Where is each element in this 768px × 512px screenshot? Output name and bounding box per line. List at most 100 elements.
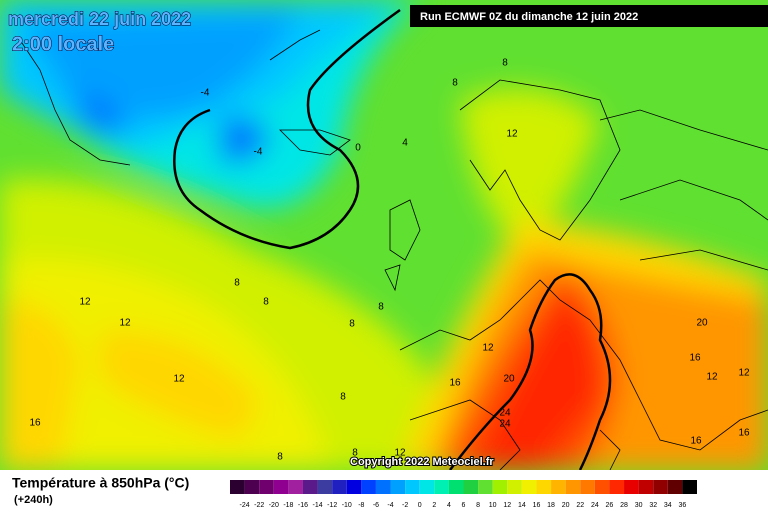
colorbar: -24 -22 -20 -18 -16 -14 -12 -10 -8 -6 -4 -2 0 2 4 6 8 10 1… bbox=[230, 480, 697, 509]
contour-label: 16 bbox=[690, 436, 702, 447]
colorbar-label: -20 bbox=[269, 502, 279, 509]
contour-label: 12 bbox=[738, 368, 750, 379]
forecast-date: mercredi 22 juin 2022 bbox=[8, 9, 191, 29]
color-box bbox=[638, 480, 654, 494]
colorbar-label: 22 bbox=[576, 502, 584, 509]
colorbar-label: 14 bbox=[518, 502, 526, 509]
contour-label: 8 bbox=[234, 278, 240, 289]
colorbar-label: 34 bbox=[664, 502, 672, 509]
color-box bbox=[565, 480, 581, 494]
colorbar-label: 6 bbox=[462, 502, 466, 509]
color-box bbox=[273, 480, 289, 494]
colorbar-label: -12 bbox=[327, 502, 337, 509]
color-box bbox=[521, 480, 537, 494]
contour-label: 16 bbox=[689, 353, 701, 364]
contour-label: 8 bbox=[452, 78, 458, 89]
contour-label: -4 bbox=[254, 147, 263, 158]
colorbar-label: 2 bbox=[432, 502, 436, 509]
contour-label: 12 bbox=[706, 372, 718, 383]
contour-label: 8 bbox=[502, 58, 508, 69]
lead-time: (+240h) bbox=[14, 494, 53, 506]
contour-label: 16 bbox=[449, 378, 461, 389]
colorbar-label: 24 bbox=[591, 502, 599, 509]
contour-label: 12 bbox=[119, 318, 131, 329]
colorbar-label: 0 bbox=[418, 502, 422, 509]
forecast-time: 2:00 locale bbox=[12, 33, 114, 55]
contour-label: 20 bbox=[503, 374, 515, 385]
contour-label: 12 bbox=[482, 343, 494, 354]
color-box bbox=[594, 480, 610, 494]
colorbar-label: 10 bbox=[489, 502, 497, 509]
color-box bbox=[448, 480, 464, 494]
contour-label: 12 bbox=[394, 448, 406, 459]
colorbar-label: -14 bbox=[313, 502, 323, 509]
color-box bbox=[653, 480, 668, 494]
color-box bbox=[551, 480, 566, 494]
color-box bbox=[302, 480, 318, 494]
coastlines bbox=[19, 29, 768, 471]
color-box bbox=[434, 480, 449, 494]
colorbar-label: -6 bbox=[373, 502, 379, 509]
color-box bbox=[405, 480, 420, 494]
contour-label: 8 bbox=[277, 452, 283, 463]
run-info: Run ECMWF 0Z du dimanche 12 juin 2022 bbox=[420, 11, 638, 23]
color-box bbox=[375, 480, 391, 494]
contour-label: 24 bbox=[499, 408, 511, 419]
colorbar-label: -16 bbox=[298, 502, 308, 509]
copyright: Copyright 2022 Meteociel.fr bbox=[350, 456, 494, 468]
color-box bbox=[478, 480, 493, 494]
contour-label: 4 bbox=[402, 138, 408, 149]
color-box bbox=[361, 480, 376, 494]
contour-label: 16 bbox=[738, 428, 750, 439]
legend-title: Température à 850hPa (°C) bbox=[12, 475, 189, 491]
colorbar-label: -24 bbox=[240, 502, 250, 509]
colorbar-label: 16 bbox=[533, 502, 541, 509]
color-box bbox=[346, 480, 362, 494]
colorbar-label: -8 bbox=[358, 502, 364, 509]
color-box bbox=[536, 480, 552, 494]
contour-label: 20 bbox=[696, 318, 708, 329]
contour-label: 12 bbox=[79, 297, 91, 308]
color-box bbox=[419, 480, 435, 494]
color-box bbox=[624, 480, 639, 494]
color-box bbox=[230, 480, 245, 494]
color-box bbox=[288, 480, 303, 494]
color-box bbox=[682, 480, 697, 494]
color-box bbox=[317, 480, 333, 494]
colorbar-label: -4 bbox=[387, 502, 393, 509]
colorbar-label: 18 bbox=[547, 502, 555, 509]
isotherms bbox=[173, 8, 612, 471]
colorbar-label: -18 bbox=[283, 502, 293, 509]
contour-label: 16 bbox=[29, 418, 41, 429]
color-box bbox=[244, 480, 260, 494]
colorbar-label: 12 bbox=[503, 502, 511, 509]
contour-label: 8 bbox=[349, 319, 355, 330]
contour-label: -4 bbox=[201, 88, 210, 99]
color-box bbox=[507, 480, 522, 494]
run-banner bbox=[410, 5, 768, 27]
contour-label: 12 bbox=[506, 129, 518, 140]
color-box bbox=[580, 480, 595, 494]
colorbar-label: -10 bbox=[342, 502, 352, 509]
colorbar-label: -22 bbox=[254, 502, 264, 509]
color-box bbox=[463, 480, 479, 494]
color-box bbox=[390, 480, 406, 494]
colorbar-label: 4 bbox=[447, 502, 451, 509]
color-box bbox=[332, 480, 347, 494]
contour-label: 24 bbox=[499, 419, 511, 430]
contour-label: 8 bbox=[263, 297, 269, 308]
colorbar-label: 28 bbox=[620, 502, 628, 509]
color-box bbox=[259, 480, 274, 494]
contour-label: 8 bbox=[340, 392, 346, 403]
colorbar-label: 8 bbox=[476, 502, 480, 509]
color-box bbox=[609, 480, 625, 494]
color-box bbox=[492, 480, 508, 494]
colorbar-label: 26 bbox=[606, 502, 614, 509]
contour-label: 8 bbox=[378, 302, 384, 313]
temperature-field bbox=[0, 0, 768, 470]
contour-label: 12 bbox=[173, 374, 185, 385]
colorbar-label: 20 bbox=[562, 502, 570, 509]
colorbar-label: 32 bbox=[649, 502, 657, 509]
colorbar-label: 36 bbox=[679, 502, 687, 509]
